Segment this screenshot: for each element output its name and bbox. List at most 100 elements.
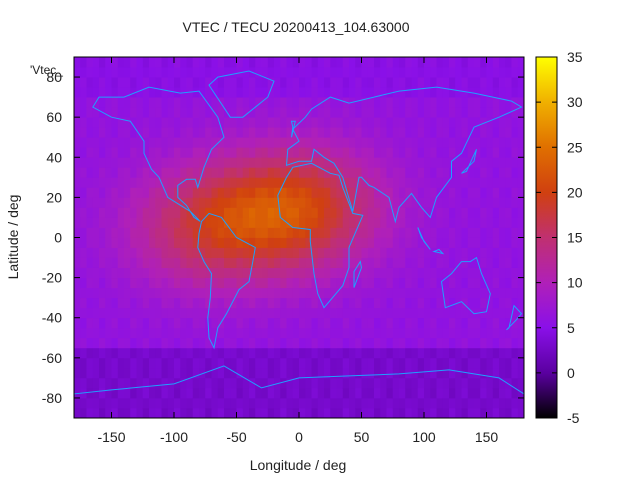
heat-cell xyxy=(386,197,394,208)
heat-cell xyxy=(367,117,375,128)
heat-cell xyxy=(317,277,325,289)
y-axis-label: Latitude / deg xyxy=(5,195,21,280)
heat-cell xyxy=(424,207,431,218)
heat-cell xyxy=(99,117,106,128)
heat-cell xyxy=(374,407,381,419)
heat-cell xyxy=(517,227,525,238)
heat-cell xyxy=(436,397,444,409)
heat-cell xyxy=(274,247,281,258)
heat-cell xyxy=(399,187,406,198)
heat-cell xyxy=(492,247,500,258)
heat-cell xyxy=(99,387,106,399)
heat-cell xyxy=(455,137,462,148)
heat-cell xyxy=(349,307,356,319)
heat-cell xyxy=(280,247,287,258)
heat-cell xyxy=(392,257,400,268)
heat-cell xyxy=(92,397,100,409)
heat-cell xyxy=(92,197,100,208)
heat-cell xyxy=(349,77,356,88)
heat-cell xyxy=(124,157,131,168)
heat-cell xyxy=(480,157,487,168)
heat-cell xyxy=(467,97,475,108)
heat-cell xyxy=(355,367,362,379)
heat-cell xyxy=(461,247,469,258)
heat-cell xyxy=(186,337,194,349)
heat-cell xyxy=(330,317,337,329)
heat-cell xyxy=(167,387,175,399)
heat-cell xyxy=(292,337,300,349)
heat-cell xyxy=(455,357,462,369)
heat-cell xyxy=(242,377,250,389)
heat-cell xyxy=(492,117,500,128)
heat-cell xyxy=(274,357,281,369)
heat-cell xyxy=(217,287,225,299)
heat-cell xyxy=(286,177,294,188)
heat-cell xyxy=(86,367,94,379)
heat-cell xyxy=(142,107,150,118)
heat-cell xyxy=(342,77,350,88)
heat-cell xyxy=(367,227,375,238)
heat-cell xyxy=(230,407,237,419)
heat-cell xyxy=(155,107,162,118)
heat-cell xyxy=(405,257,412,268)
heat-cell xyxy=(492,397,500,409)
heat-cell xyxy=(186,257,194,268)
heat-cell xyxy=(324,357,331,369)
heat-cell xyxy=(142,377,150,389)
heat-cell xyxy=(74,157,81,168)
heat-cell xyxy=(211,97,219,108)
heat-cell xyxy=(161,217,169,228)
heat-cell xyxy=(199,87,206,98)
heat-cell xyxy=(105,67,112,78)
heat-cell xyxy=(517,197,525,208)
heat-cell xyxy=(180,287,187,299)
heat-cell xyxy=(130,137,137,148)
heat-cell xyxy=(405,167,412,178)
heat-cell xyxy=(399,367,406,379)
heat-cell xyxy=(330,307,337,319)
heat-cell xyxy=(374,127,381,138)
heat-cell xyxy=(342,377,350,389)
heat-cell xyxy=(136,97,144,108)
heat-cell xyxy=(505,337,512,349)
heat-cell xyxy=(336,127,344,138)
heat-cell xyxy=(311,127,319,138)
heat-cell xyxy=(261,237,269,248)
heat-cell xyxy=(80,187,87,198)
heat-cell xyxy=(461,77,469,88)
heat-cell xyxy=(249,197,256,208)
heat-cell xyxy=(105,147,112,158)
heat-cell xyxy=(211,227,219,238)
heat-cell xyxy=(305,327,312,339)
heat-cell xyxy=(436,137,444,148)
heat-cell xyxy=(124,297,131,309)
heat-cell xyxy=(380,407,387,419)
heat-cell xyxy=(174,167,181,178)
heat-cell xyxy=(205,57,212,68)
heat-cell xyxy=(486,377,494,389)
colorbar-tick-label: 20 xyxy=(567,184,583,200)
heat-cell xyxy=(136,127,144,138)
heat-cell xyxy=(405,327,412,339)
heat-cell xyxy=(342,167,350,178)
heat-cell xyxy=(136,207,144,218)
heat-cell xyxy=(355,377,362,389)
heat-cell xyxy=(299,357,306,369)
heat-cell xyxy=(92,367,100,379)
heat-cell xyxy=(249,247,256,258)
heat-cell xyxy=(280,317,287,329)
x-tick-label: 100 xyxy=(412,429,436,445)
heat-cell xyxy=(299,97,306,108)
heat-cell xyxy=(349,407,356,419)
heat-cell xyxy=(149,347,156,359)
heat-cell xyxy=(367,217,375,228)
heat-cell xyxy=(499,327,506,339)
heat-cell xyxy=(380,217,387,228)
heat-cell xyxy=(355,167,362,178)
heat-cell xyxy=(467,357,475,369)
heat-cell xyxy=(255,387,262,399)
heat-cell xyxy=(336,397,344,409)
heat-cell xyxy=(192,67,200,78)
coastline xyxy=(277,162,364,309)
heat-cell xyxy=(249,97,256,108)
